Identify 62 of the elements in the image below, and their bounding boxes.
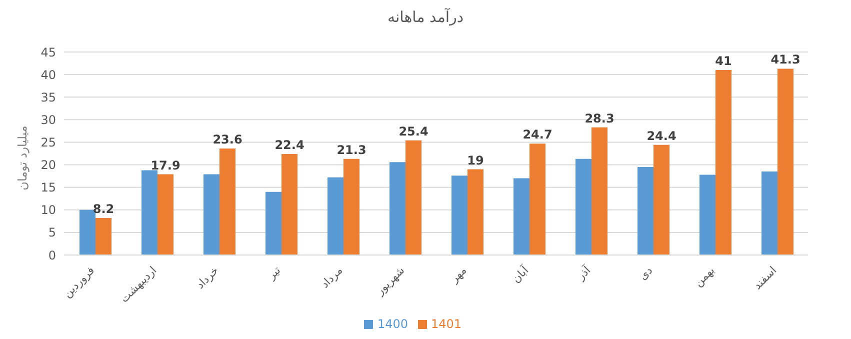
y-tick-label: 40 <box>40 68 56 82</box>
data-label: 21.3 <box>336 142 366 157</box>
y-tick-label: 10 <box>40 203 56 218</box>
bar <box>282 154 298 255</box>
data-label: 22.4 <box>274 138 304 152</box>
data-label: 24.7 <box>522 128 552 142</box>
x-tick-label: شهریور <box>372 264 408 298</box>
y-tick-label: 30 <box>40 112 56 127</box>
x-tick-label: مرداد <box>318 264 346 291</box>
bar <box>576 158 592 255</box>
bar <box>158 174 174 255</box>
bar <box>80 210 96 255</box>
bar <box>452 176 468 255</box>
legend-label: 1401 <box>431 317 462 331</box>
x-tick-label: دی <box>636 264 656 283</box>
data-label: 41.3 <box>770 52 800 67</box>
y-tick-label: 20 <box>40 158 56 172</box>
bar <box>530 144 546 255</box>
y-tick-label: 35 <box>40 90 56 104</box>
x-tick-label: مهر <box>447 264 470 286</box>
x-tick-label: تیر <box>264 264 284 283</box>
bar <box>406 140 422 255</box>
data-label: 41 <box>715 54 732 68</box>
bar <box>142 170 158 255</box>
x-tick-label: بهمن <box>692 264 718 290</box>
data-label: 8.2 <box>92 202 114 216</box>
bar <box>762 172 778 255</box>
data-label: 28.3 <box>584 111 614 126</box>
bar <box>266 192 282 255</box>
legend-label: 1400 <box>377 317 408 331</box>
data-label: 23.6 <box>212 132 242 147</box>
data-label: 19 <box>467 153 484 168</box>
bar <box>638 167 654 255</box>
y-tick-label: 25 <box>40 135 56 150</box>
bar <box>220 148 236 255</box>
bar <box>468 169 484 255</box>
data-label: 24.4 <box>646 128 676 143</box>
bar <box>514 178 530 255</box>
bar <box>390 162 406 255</box>
bar <box>716 70 732 255</box>
bar <box>204 174 220 255</box>
data-label: 25.4 <box>398 124 428 138</box>
bar <box>700 174 716 255</box>
y-tick-label: 15 <box>40 180 56 195</box>
y-tick-label: 0 <box>48 248 56 262</box>
bar <box>592 127 608 255</box>
bar <box>328 177 344 255</box>
x-tick-label: اردیبهشت <box>118 264 160 306</box>
y-tick-label: 5 <box>48 226 56 240</box>
x-tick-label: آذر <box>573 262 594 284</box>
chart-title: درآمد ماهانه <box>386 8 465 28</box>
data-label: 17.9 <box>150 158 180 172</box>
x-tick-label: آبان <box>508 262 532 286</box>
x-tick-label: اسفند <box>750 264 780 292</box>
bar <box>778 68 794 255</box>
x-tick-label: خرداد <box>194 264 222 292</box>
bar <box>96 218 112 255</box>
bar <box>654 144 670 255</box>
bar <box>344 158 360 255</box>
y-axis-title: میلیارد تومان <box>15 126 29 190</box>
x-tick-label: فروردین <box>60 264 98 300</box>
y-tick-label: 45 <box>40 45 56 60</box>
